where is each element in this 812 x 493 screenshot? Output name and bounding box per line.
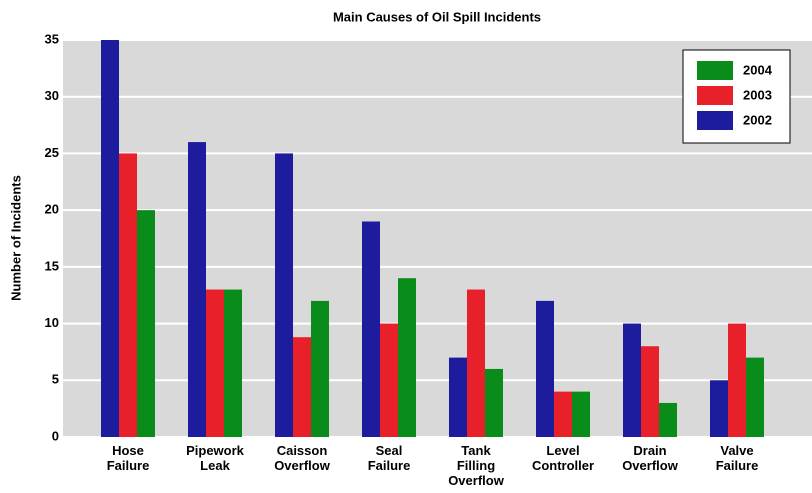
y-tick-label: 15: [45, 258, 59, 273]
legend-swatch: [697, 111, 733, 130]
bar: [188, 142, 206, 438]
bar: [137, 210, 155, 437]
legend-swatch: [697, 61, 733, 80]
bar: [485, 368, 503, 437]
bar: [467, 289, 485, 437]
bar: [380, 323, 398, 437]
x-tick-label: Valve Failure: [716, 443, 759, 473]
bar: [710, 380, 728, 437]
bar: [119, 153, 137, 437]
y-tick-label: 20: [45, 202, 59, 217]
y-tick-label: 35: [45, 31, 59, 46]
bar: [293, 337, 311, 437]
bar: [362, 221, 380, 437]
y-tick-label: 10: [45, 315, 59, 330]
y-tick-label: 25: [45, 145, 59, 160]
bar: [224, 289, 242, 437]
legend-label: 2002: [743, 112, 772, 127]
bar: [275, 153, 293, 437]
legend-swatch: [697, 86, 733, 105]
bar: [101, 40, 119, 437]
bar: [449, 357, 467, 437]
bar: [659, 402, 677, 437]
bar: [536, 300, 554, 437]
x-tick-label: Caisson Overflow: [274, 443, 331, 473]
x-tick-label: Hose Failure: [107, 443, 150, 473]
y-tick-label: 0: [52, 428, 59, 443]
bar: [554, 391, 572, 437]
y-tick-label: 30: [45, 88, 59, 103]
chart-title: Main Causes of Oil Spill Incidents: [333, 9, 541, 24]
x-tick-label: Seal Failure: [368, 443, 411, 473]
bar: [206, 289, 224, 437]
x-tick-label: Pipework Leak: [186, 443, 245, 473]
x-tick-label: Drain Overflow: [622, 443, 679, 473]
bar: [746, 357, 764, 437]
legend-label: 2003: [743, 87, 772, 102]
x-tick-label: Level Controller: [532, 443, 594, 473]
legend-label: 2004: [743, 62, 773, 77]
x-tick-label: Tank Filling Overflow: [448, 443, 505, 488]
bar: [728, 323, 746, 437]
bar: [641, 346, 659, 437]
bar: [572, 391, 590, 437]
bar: [623, 323, 641, 437]
y-tick-label: 5: [52, 372, 59, 387]
bar: [311, 300, 329, 437]
y-axis-label: Number of Incidents: [8, 175, 23, 301]
bar: [398, 278, 416, 437]
